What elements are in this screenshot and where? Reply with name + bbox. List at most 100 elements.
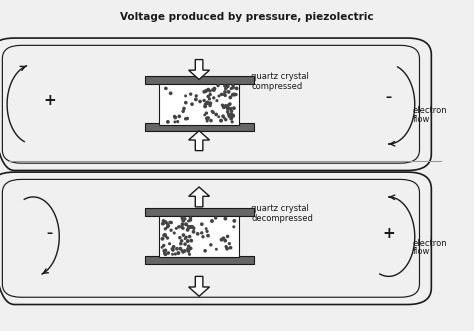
Point — [182, 221, 190, 227]
Point — [174, 119, 182, 124]
Point — [171, 114, 178, 119]
Point — [228, 109, 236, 114]
Text: electron: electron — [412, 106, 447, 116]
Point — [196, 99, 204, 104]
Point — [228, 114, 236, 119]
Point — [219, 103, 226, 108]
Text: –: – — [47, 227, 53, 240]
Point — [228, 119, 236, 124]
Point — [223, 246, 231, 251]
Point — [203, 88, 210, 93]
Point — [219, 114, 227, 119]
Point — [227, 114, 234, 119]
Point — [164, 221, 171, 226]
Point — [180, 232, 187, 238]
Point — [179, 225, 186, 230]
Point — [187, 91, 194, 97]
Point — [168, 246, 176, 252]
Point — [203, 229, 211, 234]
Point — [160, 218, 168, 223]
Point — [159, 236, 166, 241]
Text: Voltage produced by pressure, piezolectric: Voltage produced by pressure, piezolectr… — [119, 12, 374, 22]
Point — [186, 252, 193, 257]
Point — [210, 87, 218, 93]
Polygon shape — [189, 276, 210, 296]
Point — [229, 92, 237, 97]
Point — [187, 217, 194, 223]
Point — [182, 116, 190, 121]
Point — [225, 112, 232, 117]
Point — [162, 252, 169, 257]
Point — [187, 224, 195, 229]
Point — [182, 235, 190, 240]
Point — [221, 83, 228, 88]
Point — [222, 86, 229, 91]
Point — [184, 227, 191, 232]
Point — [230, 224, 237, 229]
Point — [167, 228, 175, 233]
Point — [227, 95, 234, 100]
Point — [194, 231, 201, 236]
Point — [233, 86, 240, 91]
Point — [218, 237, 225, 242]
Point — [201, 89, 208, 94]
Point — [174, 250, 182, 256]
Point — [164, 250, 172, 256]
Point — [189, 224, 196, 230]
Point — [166, 220, 174, 225]
Point — [204, 115, 212, 120]
Text: +: + — [44, 93, 56, 109]
Point — [207, 118, 215, 123]
Point — [204, 116, 211, 121]
Point — [161, 251, 168, 256]
Point — [206, 92, 214, 97]
Point — [161, 232, 169, 238]
Point — [185, 247, 193, 252]
Point — [187, 238, 195, 243]
Point — [206, 103, 214, 108]
Text: +: + — [383, 226, 395, 241]
Point — [192, 97, 200, 102]
Point — [184, 239, 191, 244]
Polygon shape — [189, 60, 210, 79]
Point — [162, 226, 169, 231]
Text: electron: electron — [412, 239, 447, 248]
Point — [210, 110, 217, 115]
Point — [164, 223, 172, 228]
Point — [220, 115, 228, 120]
Point — [227, 245, 234, 250]
Point — [224, 84, 231, 89]
Point — [222, 244, 230, 249]
Point — [224, 106, 231, 111]
Point — [225, 102, 233, 108]
Point — [227, 106, 234, 111]
Point — [222, 117, 229, 122]
Point — [228, 86, 235, 91]
Bar — [145, 76, 254, 84]
Point — [178, 224, 185, 229]
Point — [173, 226, 180, 231]
Point — [180, 249, 187, 254]
Point — [181, 248, 189, 254]
Point — [198, 221, 206, 227]
Point — [169, 247, 177, 253]
Point — [177, 241, 184, 246]
Point — [166, 241, 173, 246]
Point — [178, 215, 186, 221]
Point — [224, 234, 231, 239]
Point — [187, 215, 194, 221]
Point — [204, 94, 212, 99]
Point — [226, 241, 233, 246]
Point — [164, 235, 171, 241]
Point — [201, 248, 209, 254]
Point — [226, 114, 233, 119]
Point — [224, 109, 231, 115]
Point — [221, 216, 229, 221]
Point — [220, 92, 228, 97]
Point — [230, 113, 237, 118]
Point — [212, 215, 219, 221]
Point — [227, 106, 234, 112]
Point — [202, 226, 210, 231]
Text: flow: flow — [412, 247, 430, 256]
Point — [175, 114, 183, 119]
